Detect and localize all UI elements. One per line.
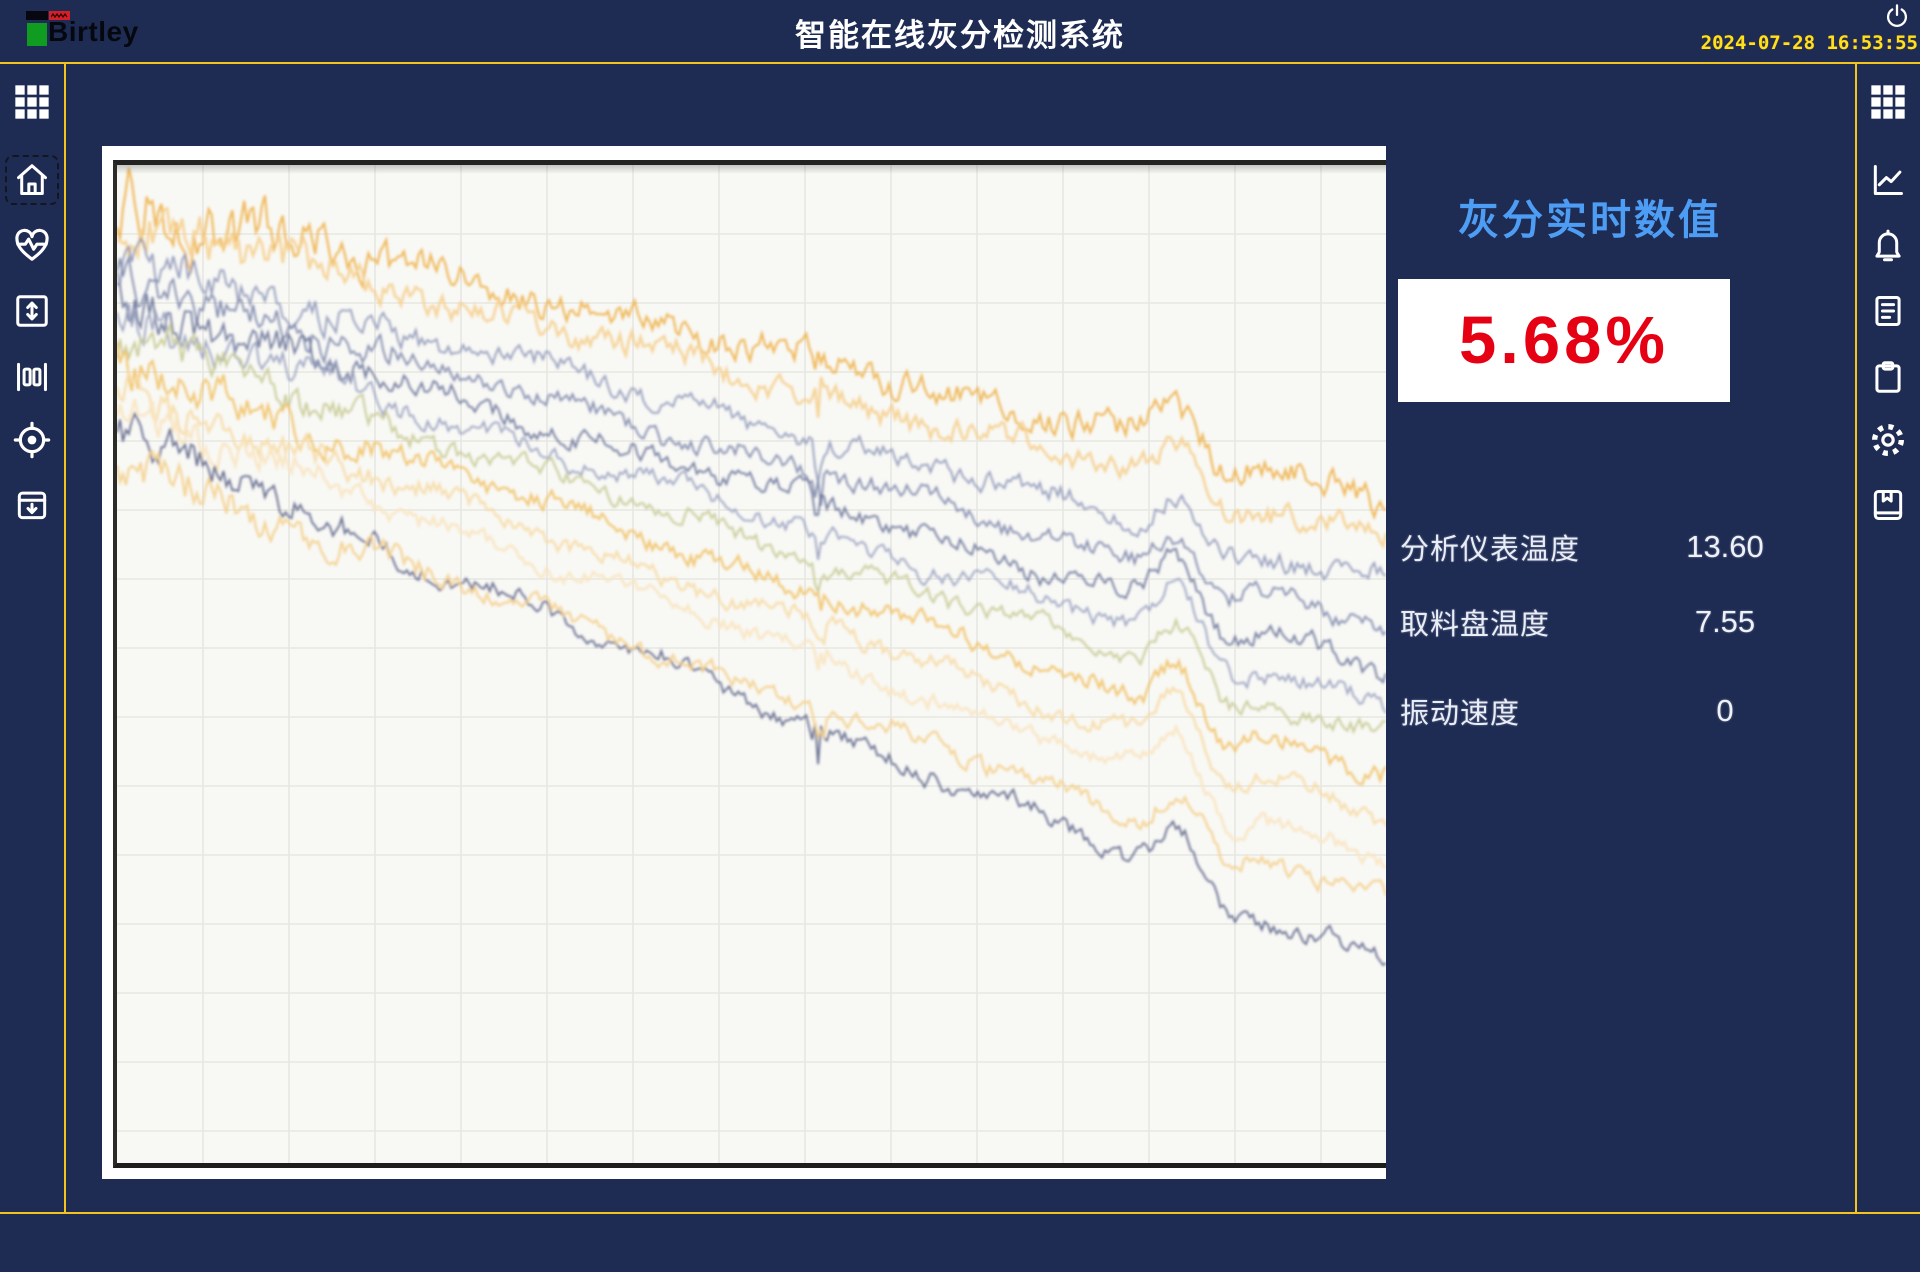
metric-value: 7.55 <box>1694 604 1756 639</box>
sidebar-item-logbook[interactable] <box>1866 483 1910 527</box>
log-book-icon <box>1873 490 1903 520</box>
ash-value: 5.68% <box>1459 303 1669 378</box>
brand-logo: Birtley <box>24 6 184 56</box>
vertical-range-icon <box>16 295 48 327</box>
sidebar-item-level[interactable] <box>10 289 54 333</box>
trend-chart-plot <box>113 160 1386 1168</box>
sidebar-item-monitor[interactable] <box>10 223 54 267</box>
columns-gauge-icon <box>17 362 47 392</box>
metric-label: 振动速度 <box>1400 698 1521 730</box>
sidebar-item-clipboard[interactable] <box>1866 355 1910 399</box>
metric-label: 取料盘温度 <box>1400 609 1551 641</box>
trend-chart-icon <box>1873 165 1903 195</box>
datetime: 2024-07-28 16:53:55 <box>1700 32 1918 54</box>
metric-value: 13.60 <box>1686 529 1764 564</box>
sidebar-item-menu[interactable] <box>10 80 54 124</box>
ash-value-box: 5.68% <box>1398 279 1730 402</box>
logo-green-square <box>27 23 47 46</box>
grid-menu-icon <box>15 85 49 119</box>
metric-tray-temp: 取料盘温度 7.55 <box>1400 600 1790 644</box>
power-button[interactable] <box>1884 3 1910 29</box>
header-divider <box>0 62 1920 64</box>
sidebar-item-columns[interactable] <box>10 355 54 399</box>
metric-value: 0 <box>1716 693 1734 728</box>
metric-analyzer-temp: 分析仪表温度 13.60 <box>1400 525 1790 569</box>
footer-divider <box>0 1212 1920 1214</box>
heart-pulse-icon <box>15 228 49 261</box>
left-sidebar <box>0 62 64 1212</box>
settings-gear-icon <box>1872 424 1904 456</box>
metric-vibration-speed: 振动速度 0 <box>1400 689 1790 733</box>
left-rail-divider <box>64 62 66 1214</box>
trend-chart-panel <box>102 146 1386 1179</box>
brand-name: Birtley <box>48 16 139 47</box>
sidebar-item-menu-right[interactable] <box>1866 80 1910 124</box>
logo-wave-icon <box>51 12 68 19</box>
logo-red-bar <box>49 11 70 20</box>
target-icon <box>13 421 51 459</box>
ash-info-panel: 灰分实时数值 5.68% 分析仪表温度 13.60 取料盘温度 7.55 振动速… <box>1390 62 1790 1162</box>
sidebar-item-target[interactable] <box>10 418 54 462</box>
home-icon <box>17 164 47 195</box>
report-document-icon <box>1875 296 1901 326</box>
inbox-archive-icon <box>17 491 47 520</box>
header: Birtley 智能在线灰分检测系统 2024-07-28 16:53:55 <box>0 0 1920 62</box>
sidebar-item-trends[interactable] <box>1866 158 1910 202</box>
sidebar-item-archive[interactable] <box>10 483 54 527</box>
clipboard-icon <box>1875 361 1901 393</box>
home-focus-outline <box>5 155 59 205</box>
page-title: 智能在线灰分检测系统 <box>795 18 1125 53</box>
power-icon <box>1887 4 1907 27</box>
sidebar-item-home[interactable] <box>10 158 54 202</box>
metric-label: 分析仪表温度 <box>1400 534 1581 566</box>
grid-menu-icon <box>1871 85 1905 119</box>
sidebar-item-settings[interactable] <box>1866 418 1910 462</box>
right-rail-divider <box>1855 62 1857 1214</box>
sidebar-item-reports[interactable] <box>1866 289 1910 333</box>
right-sidebar <box>1856 62 1920 1212</box>
alarm-bell-icon <box>1875 229 1901 262</box>
logo-black-bar <box>26 11 48 20</box>
sidebar-item-alarms[interactable] <box>1866 223 1910 267</box>
trend-lines-chart <box>117 165 1386 1163</box>
panel-title: 灰分实时数值 <box>1458 197 1722 243</box>
